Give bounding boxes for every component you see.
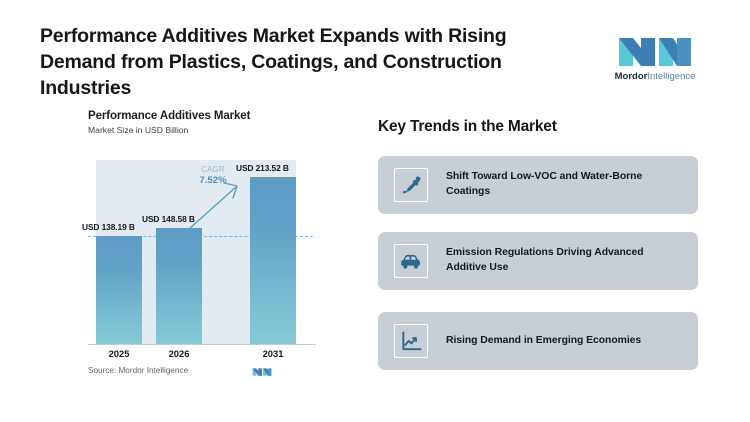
bar-2031: [250, 177, 296, 345]
x-tick-2026: 2026: [168, 348, 190, 359]
trend-card-1-label: Shift Toward Low-VOC and Water-Borne Coa…: [446, 171, 643, 197]
brand-logo: MordorIntelligence: [605, 33, 705, 82]
chart-source: Source: Mordor Intelligence: [88, 366, 318, 382]
key-trends-title: Key Trends in the Market: [378, 118, 557, 135]
column-bg-gap1: [142, 160, 156, 345]
source-text: Source: Mordor Intelligence: [88, 366, 189, 375]
growth-chart-icon: [394, 324, 428, 358]
trend-card-3[interactable]: Rising Demand in Emerging Economies: [378, 312, 698, 370]
page-title: Performance Additives Market Expands wit…: [40, 25, 507, 99]
x-tick-2025: 2025: [108, 348, 130, 359]
bar-2025: [96, 236, 142, 345]
trend-card-2[interactable]: Emission Regulations Driving Advanced Ad…: [378, 232, 698, 290]
x-tick-2031: 2031: [262, 348, 284, 359]
bar-2026: [156, 228, 202, 345]
cagr-annotation: CAGR 7.52%: [190, 165, 236, 186]
bar-value-label-2031: USD 213.52 B: [236, 163, 289, 173]
eyedropper-icon: [394, 168, 428, 202]
column-bg-gap2: [202, 160, 250, 345]
bar-value-label-2026: USD 148.58 B: [142, 214, 195, 224]
x-axis: 2025 2026 2031: [88, 348, 318, 364]
source-logo-icon: [252, 368, 272, 376]
trend-card-3-label: Rising Demand in Emerging Economies: [446, 334, 642, 346]
chart-header: Performance Additives Market Market Size…: [88, 110, 318, 135]
chart-title: Performance Additives Market: [88, 110, 251, 122]
mordor-intelligence-logo-icon: [619, 38, 691, 66]
brand-name-light: Intelligence: [647, 71, 696, 82]
bar-chart-plot: USD 138.19 B USD 148.58 B USD 213.52 B C…: [82, 160, 318, 345]
trend-card-2-label: Emission Regulations Driving Advanced Ad…: [446, 247, 644, 273]
trend-card-1[interactable]: Shift Toward Low-VOC and Water-Borne Coa…: [378, 156, 698, 214]
axis-baseline: [88, 343, 316, 345]
cagr-label: CAGR: [201, 165, 225, 174]
car-icon: [394, 244, 428, 278]
brand-logo-text: MordorIntelligence: [605, 71, 705, 82]
chart-subtitle: Market Size in USD Billion: [88, 125, 189, 135]
bar-value-label-2025: USD 138.19 B: [82, 222, 135, 232]
growth-arrow-icon: [179, 182, 238, 238]
cagr-value: 7.52%: [199, 175, 227, 186]
brand-name-bold: Mordor: [614, 71, 648, 82]
